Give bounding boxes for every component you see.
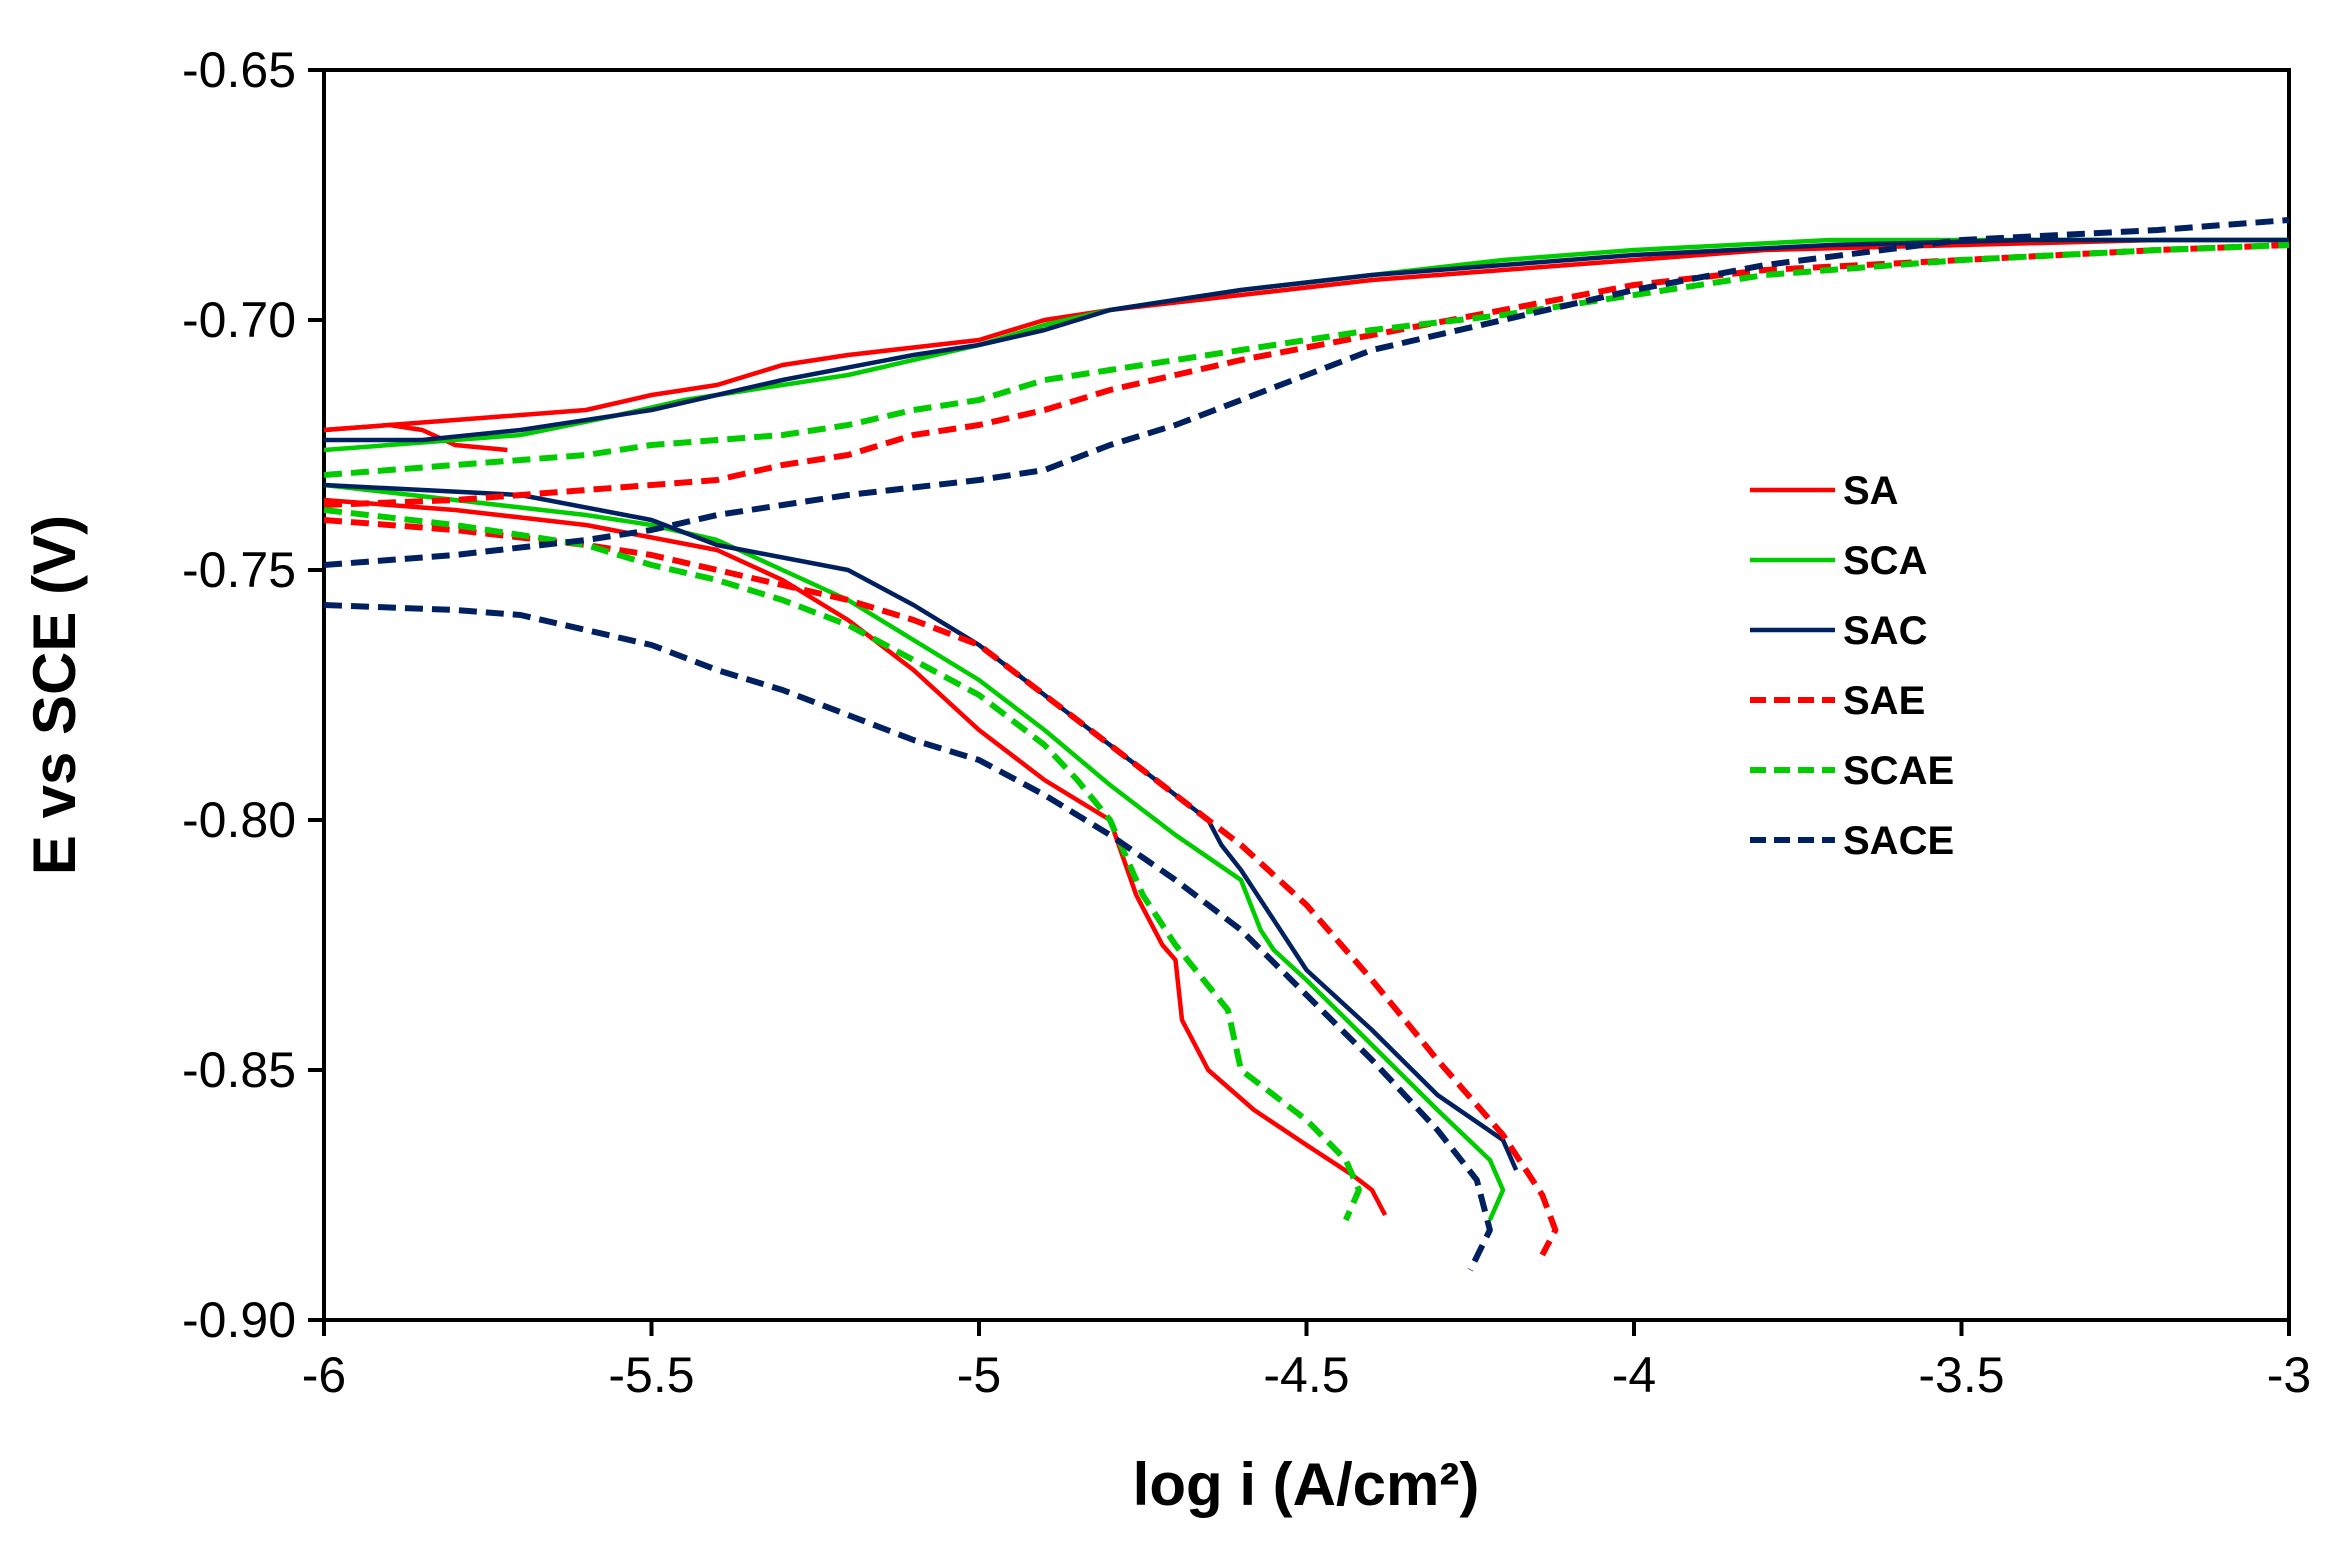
x-tick-label: -5 — [957, 1347, 1001, 1403]
series-sa-cathodic-line — [323, 497, 1388, 1217]
y-tick-label: -0.80 — [182, 792, 296, 848]
x-tick-label: -3 — [2267, 1347, 2311, 1403]
series-sace-cathodic-line — [323, 602, 1493, 1272]
x-tick-label: -3.5 — [1918, 1347, 2004, 1403]
series-sac-cathodic-line — [323, 482, 1519, 1171]
x-tick-label: -4 — [1612, 1347, 1656, 1403]
y-axis-title: E vs SCE (V) — [21, 515, 88, 875]
x-tick-label: -5.5 — [608, 1347, 694, 1403]
y-tick-label: -0.90 — [182, 1292, 296, 1348]
y-tick-label: -0.65 — [182, 42, 296, 98]
x-axis: -6 -5.5 -5 -4.5 -4 -3.5 -3 — [302, 1320, 2311, 1403]
legend-label-sa: SA — [1843, 469, 1899, 513]
legend-label-sace: SACE — [1843, 819, 1954, 863]
series-scae-cathodic-line — [323, 507, 1362, 1222]
legend-label-sac: SAC — [1843, 609, 1927, 653]
legend: SA SCA SAC SAE SCAE SACE — [1750, 469, 1954, 863]
y-tick-label: -0.75 — [182, 542, 296, 598]
series-sae-anodic-line — [323, 242, 2290, 508]
y-tick-label: -0.85 — [182, 1042, 296, 1098]
legend-label-sae: SAE — [1843, 679, 1925, 723]
x-axis-title: log i (A/cm²) — [1133, 1451, 1480, 1518]
x-tick-label: -6 — [302, 1347, 346, 1403]
legend-label-scae: SCAE — [1843, 749, 1954, 793]
series-layer — [323, 217, 2290, 1272]
legend-label-sca: SCA — [1843, 539, 1927, 583]
series-scae-anodic-line — [323, 242, 2290, 478]
series-sace-anodic-line — [323, 217, 2290, 568]
series-sae-cathodic-line — [323, 517, 1559, 1257]
y-axis: -0.65 -0.70 -0.75 -0.80 -0.85 -0.90 — [182, 42, 324, 1348]
x-tick-label: -4.5 — [1263, 1347, 1349, 1403]
plot-area — [322, 68, 2291, 1322]
y-tick-label: -0.70 — [182, 292, 296, 348]
series-sac-anodic-line — [324, 237, 2289, 443]
series-sa-anodic-upper-line — [323, 237, 2289, 433]
